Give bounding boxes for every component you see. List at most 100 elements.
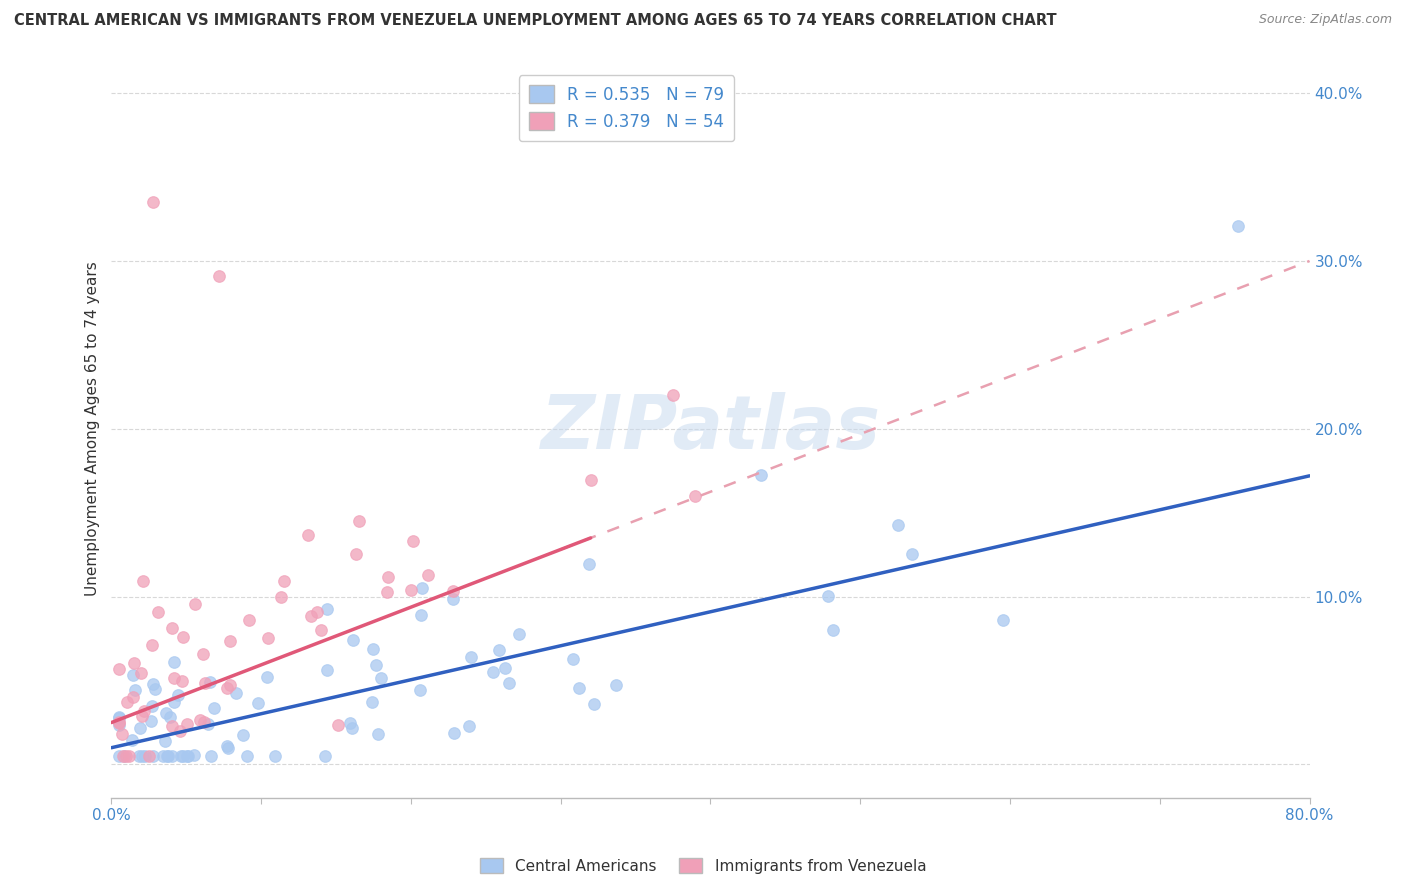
Point (314, 749, 336, 764)
Point (236, 749, 259, 764)
Point (176, 717, 198, 731)
Point (114, 749, 136, 764)
Point (163, 695, 186, 709)
Point (991, 613, 1014, 627)
Point (402, 534, 425, 549)
Point (482, 665, 505, 680)
Point (183, 747, 205, 762)
Point (270, 591, 292, 605)
Point (162, 719, 184, 733)
Point (582, 697, 605, 711)
Point (246, 696, 269, 710)
Point (579, 473, 602, 487)
Point (172, 630, 194, 644)
Point (157, 749, 180, 764)
Point (169, 724, 191, 739)
Text: Source: ZipAtlas.com: Source: ZipAtlas.com (1258, 13, 1392, 27)
Point (112, 749, 135, 764)
Point (408, 682, 430, 697)
Point (360, 695, 382, 709)
Point (108, 710, 131, 724)
Point (508, 626, 530, 640)
Point (297, 527, 319, 541)
Point (193, 647, 215, 661)
Point (132, 704, 155, 718)
Point (367, 727, 389, 741)
Point (142, 749, 165, 764)
Point (122, 690, 145, 704)
Point (441, 584, 464, 599)
Point (900, 548, 922, 562)
Point (139, 714, 162, 728)
Point (184, 597, 207, 611)
Point (562, 652, 585, 666)
Point (176, 749, 198, 764)
Text: ZIPatlas: ZIPatlas (540, 392, 880, 466)
Point (188, 713, 211, 727)
Point (155, 734, 177, 748)
Point (131, 749, 153, 764)
Point (108, 662, 131, 676)
Point (494, 661, 516, 675)
Point (316, 663, 339, 677)
Point (152, 749, 174, 764)
Point (163, 671, 186, 685)
Point (344, 547, 367, 561)
Point (112, 749, 135, 764)
Point (217, 741, 239, 756)
Point (111, 727, 134, 741)
Point (264, 749, 287, 764)
Point (339, 716, 361, 731)
Point (170, 749, 193, 764)
Text: CENTRAL AMERICAN VS IMMIGRANTS FROM VENEZUELA UNEMPLOYMENT AMONG AGES 65 TO 74 Y: CENTRAL AMERICAN VS IMMIGRANTS FROM VENE… (14, 13, 1057, 29)
Point (160, 749, 183, 764)
Point (134, 749, 156, 764)
Point (132, 574, 155, 589)
Point (128, 749, 150, 764)
Point (148, 605, 170, 619)
Point (375, 584, 398, 599)
Point (257, 631, 280, 645)
Point (163, 655, 186, 669)
Point (364, 658, 387, 673)
Legend: Central Americans, Immigrants from Venezuela: Central Americans, Immigrants from Venez… (474, 852, 932, 880)
Point (578, 557, 600, 571)
Point (219, 633, 242, 648)
Point (817, 590, 839, 604)
Point (377, 570, 399, 584)
Point (121, 733, 143, 747)
Point (143, 682, 166, 697)
Point (458, 719, 481, 733)
Point (749, 467, 772, 482)
Point (108, 717, 131, 731)
Point (200, 749, 222, 764)
Point (326, 718, 349, 732)
Point (299, 609, 322, 624)
Point (138, 749, 160, 764)
Point (141, 698, 163, 713)
Point (1226, 219, 1249, 233)
Point (411, 582, 433, 596)
Point (208, 269, 231, 284)
Point (172, 673, 194, 688)
Point (256, 670, 278, 684)
Point (361, 641, 384, 656)
Point (193, 714, 215, 729)
Point (215, 739, 238, 753)
Point (418, 567, 440, 582)
Y-axis label: Unemployment Among Ages 65 to 74 years: Unemployment Among Ages 65 to 74 years (86, 261, 100, 596)
Point (232, 728, 254, 742)
Point (156, 749, 179, 764)
Point (129, 721, 152, 735)
Point (160, 622, 183, 636)
Point (887, 517, 910, 532)
Point (167, 689, 190, 703)
Point (155, 706, 177, 720)
Point (129, 665, 152, 680)
Point (108, 715, 131, 730)
Point (115, 695, 138, 709)
Point (159, 710, 181, 724)
Point (340, 722, 363, 736)
Point (443, 726, 465, 740)
Point (568, 681, 591, 695)
